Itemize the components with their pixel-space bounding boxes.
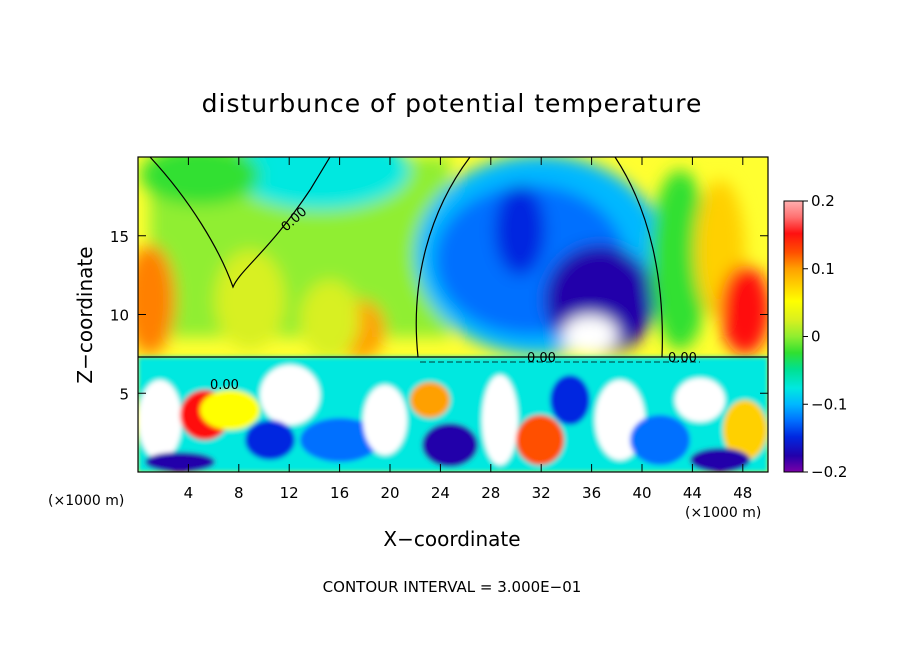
colorbar-tick-label: 0.1 <box>811 260 835 278</box>
colorbar-tick-label: 0 <box>811 328 821 346</box>
x-tick-label: 36 <box>582 484 601 502</box>
x-tick-label: 28 <box>481 484 500 502</box>
x-tick-label: 48 <box>733 484 752 502</box>
y-axis-label: Z−coordinate <box>73 246 97 383</box>
y-unit-label: (×1000 m) <box>48 493 124 509</box>
x-tick-label: 44 <box>683 484 702 502</box>
x-tick-label: 4 <box>184 484 194 502</box>
x-tick-label: 12 <box>280 484 299 502</box>
contour-interval-note: CONTOUR INTERVAL = 3.000E−01 <box>323 578 582 596</box>
x-tick-label: 8 <box>234 484 244 502</box>
x-axis-label: X−coordinate <box>383 527 520 551</box>
heatmap-field <box>138 157 768 472</box>
colorbar <box>783 200 804 473</box>
chart-title: disturbunce of potential temperature <box>202 89 703 118</box>
x-tick-label: 20 <box>380 484 399 502</box>
x-tick-label: 40 <box>632 484 651 502</box>
y-tick-label: 15 <box>110 228 129 246</box>
x-tick-label: 24 <box>431 484 450 502</box>
colorbar-ticks: 0.2 0.1 0 −0.1 −0.2 <box>803 192 847 481</box>
colorbar-tick-label: −0.1 <box>811 395 847 413</box>
y-axis: 5 10 15 <box>110 228 768 403</box>
colorbar-tick-label: −0.2 <box>811 463 847 481</box>
contour-label: 0.00 <box>210 378 239 393</box>
y-tick-label: 10 <box>110 307 129 325</box>
x-tick-label: 16 <box>330 484 349 502</box>
contour-label: 0.00 <box>668 351 697 366</box>
contour-label: 0.00 <box>527 351 556 366</box>
x-tick-label: 32 <box>532 484 551 502</box>
x-unit-label: (×1000 m) <box>685 505 761 521</box>
x-axis: 4 8 12 16 20 24 28 32 36 40 44 48 <box>184 157 752 502</box>
colorbar-tick-label: 0.2 <box>811 192 835 210</box>
y-tick-label: 5 <box>119 385 129 403</box>
